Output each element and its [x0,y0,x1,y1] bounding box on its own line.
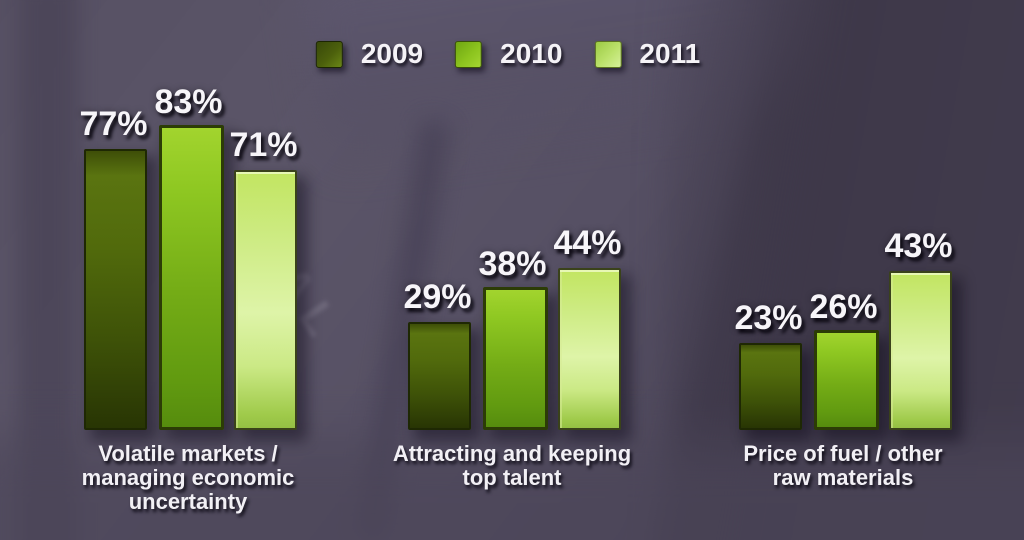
legend-swatch-2011 [594,40,622,68]
category-label-1: Volatile markets / managing economic uncer… [13,442,363,514]
bar-2009-group-2 [408,322,471,430]
bar-2011-group-3 [889,271,952,430]
bar-2011-group-2 [558,268,621,430]
legend-label-2010: 2010 [500,38,563,69]
value-label-2011-group-3: 43% [884,227,953,265]
value-label-2009-group-2: 29% [403,278,472,316]
category-label-line: managing economic [81,465,295,490]
legend-swatch-2010 [455,40,483,68]
category-label-line: uncertainty [128,489,248,514]
bar-2010-group-2 [483,287,548,430]
category-label-line: Attracting and keeping [392,441,632,466]
chart-legend: 2009 2010 2011 [315,38,700,70]
value-label-2009-group-3: 23% [734,299,803,337]
legend-label-2011: 2011 [639,38,701,69]
value-label-2011-group-1: 71% [229,126,298,164]
legend-item-2011: 2011 [594,38,700,70]
legend-item-2010: 2010 [455,38,562,70]
background-highlight [299,0,961,184]
category-label-3: Price of fuel / other raw materials [668,442,1018,490]
value-label-2010-group-2: 38% [478,245,547,283]
category-label-line: raw materials [772,465,914,490]
bar-2009-group-1 [84,149,147,430]
category-label-line: Volatile markets / [98,441,278,466]
legend-item-2009: 2009 [315,38,424,70]
bar-2009-group-3 [739,343,802,430]
category-label-line: top talent [462,465,562,490]
category-label-line: Price of fuel / other [743,441,943,466]
bar-2010-group-3 [814,330,879,430]
legend-label-2009: 2009 [360,38,424,69]
category-label-2: Attracting and keeping top talent [337,442,687,490]
value-label-2010-group-3: 26% [809,288,878,326]
bar-2010-group-1 [159,125,224,430]
legend-swatch-2009 [315,40,343,68]
value-label-2011-group-2: 44% [553,224,622,262]
value-label-2010-group-1: 83% [154,83,223,121]
bar-2011-group-1 [234,170,297,430]
value-label-2009-group-1: 77% [79,105,148,143]
